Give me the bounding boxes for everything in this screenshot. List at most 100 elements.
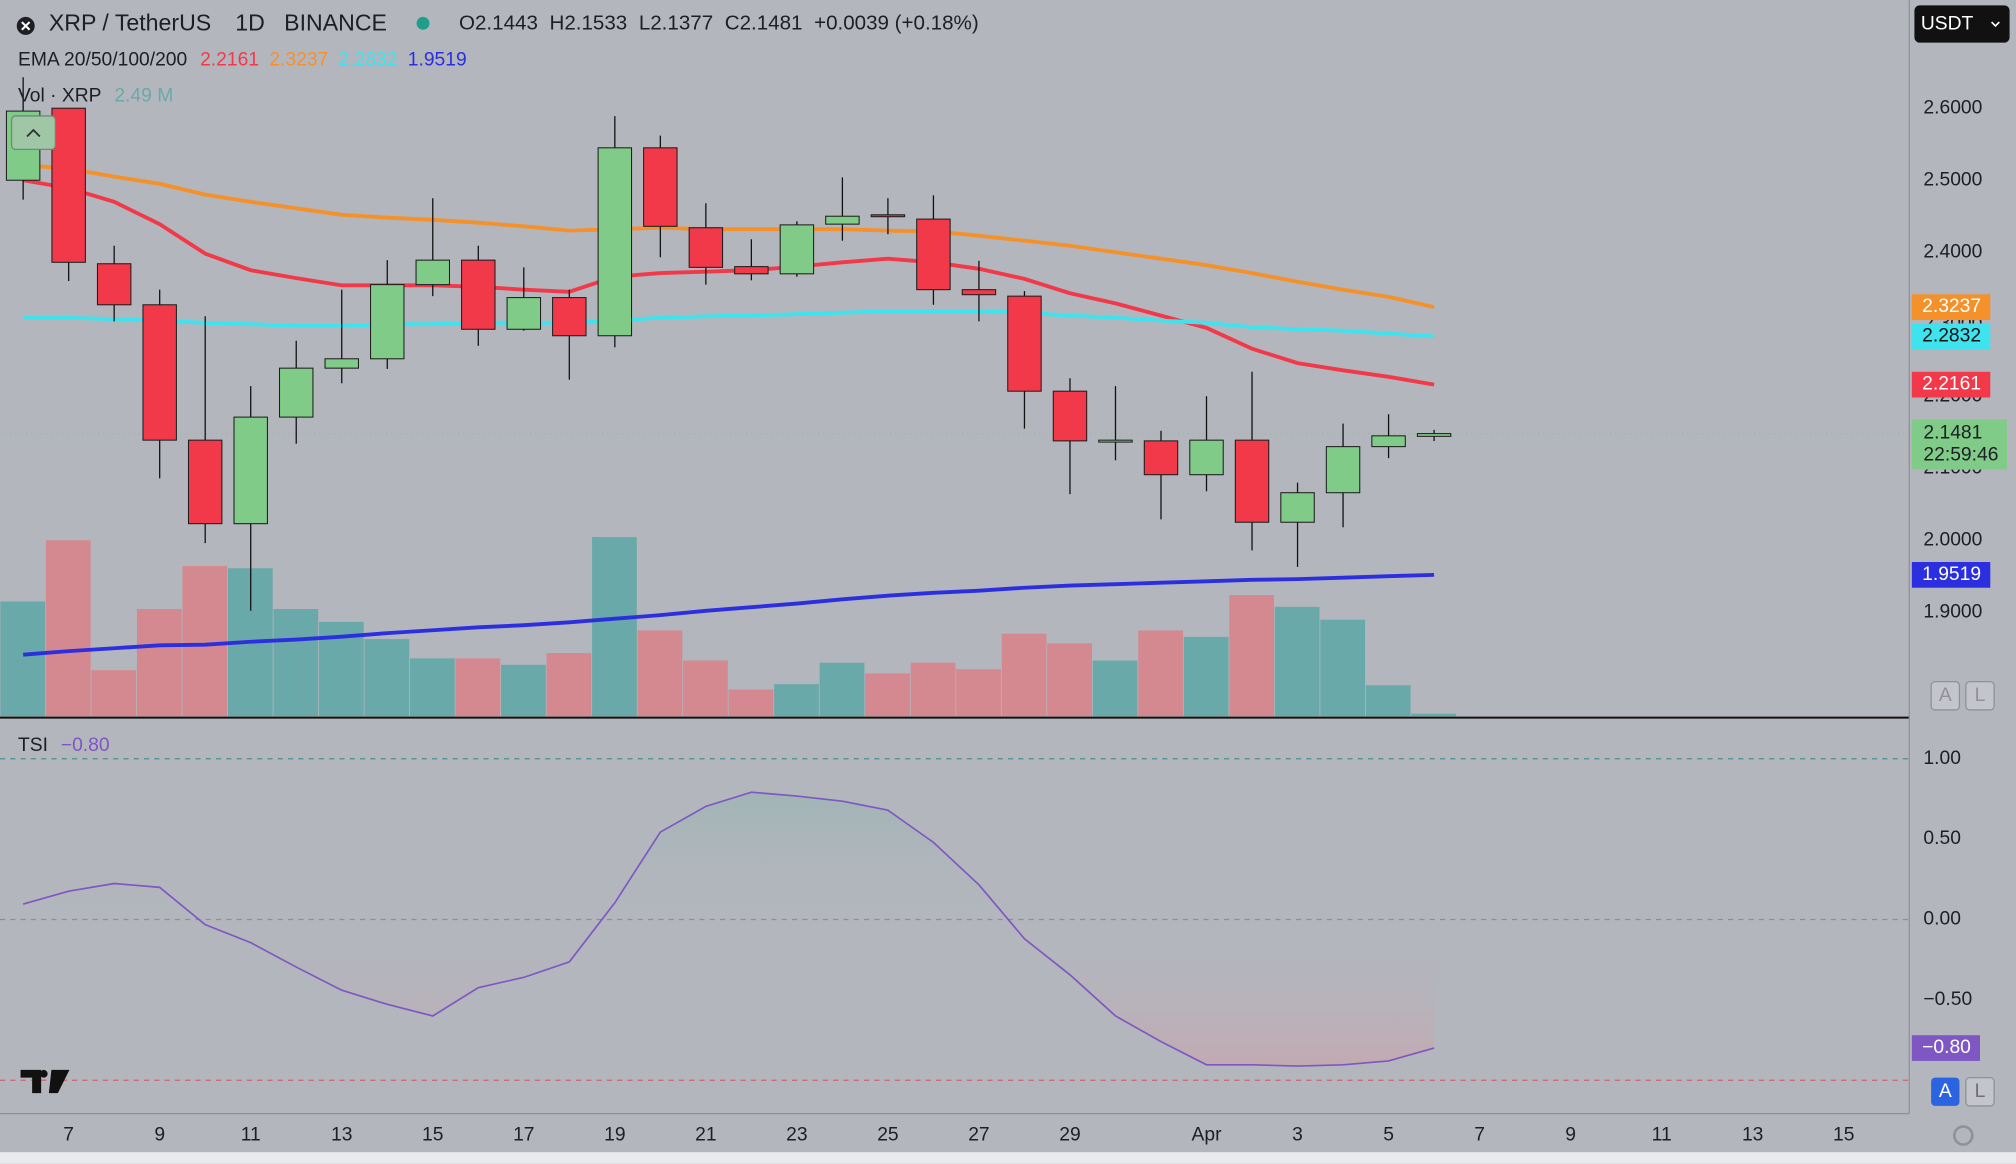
- ema-value: 2.2832: [339, 50, 398, 71]
- candle-body: [506, 297, 542, 330]
- log-scale-button[interactable]: [1965, 1077, 1995, 1107]
- auto-scale-button[interactable]: [1931, 1077, 1960, 1106]
- y-tick-label: 0.00: [1923, 909, 1960, 930]
- x-tick-label: 21: [695, 1125, 716, 1146]
- candle-body: [779, 224, 815, 275]
- candle-body: [370, 284, 405, 360]
- candle-body: [1007, 295, 1042, 392]
- candle-body: [870, 214, 906, 218]
- volume-bar: [728, 689, 774, 717]
- candle-body: [1052, 390, 1088, 442]
- ema-value: 2.2161: [200, 50, 259, 71]
- tsi-value: −0.80: [61, 735, 110, 756]
- auto-scale-button[interactable]: [1930, 681, 1961, 711]
- settings-icon[interactable]: [1953, 1125, 1974, 1146]
- logo[interactable]: [20, 1069, 70, 1094]
- y-tick-label: 2.5000: [1923, 169, 1982, 190]
- price-badge: [1911, 371, 1991, 398]
- price-badge-label: 2.3237: [1922, 296, 1981, 317]
- volume-name: Vol · XRP: [18, 86, 102, 107]
- y-tick-label: 0.50: [1923, 828, 1960, 849]
- status-dot: [416, 16, 430, 30]
- volume-bar: [91, 670, 137, 717]
- x-tick-label: 5: [1383, 1125, 1394, 1146]
- price-badge: [1911, 419, 2007, 470]
- ohlc-value: 2.1377: [650, 12, 713, 35]
- price-pane: [0, 77, 1910, 717]
- volume-bar: [592, 537, 637, 717]
- volume-bar: [1320, 619, 1366, 717]
- log-scale-label: L: [1975, 685, 1986, 706]
- ema-legend: EMA 20/50/100/200 2.2161 2.3237 2.2832 1.951…: [18, 50, 467, 71]
- volume-bar: [1229, 595, 1275, 717]
- candle-body: [688, 227, 724, 268]
- currency-button[interactable]: [1914, 5, 2010, 43]
- ema-value: 2.3237: [269, 50, 328, 71]
- axes: 7 9 11 13 15 17 19 21 23 25 27 29 Apr 3 5 7 9 11 13 15 2.600…: [63, 97, 2007, 1146]
- tsi-fill: [23, 792, 1435, 1067]
- collapse-button-bg[interactable]: [10, 115, 56, 151]
- candle-body: [1280, 492, 1315, 523]
- symbol: XRP / TetherUS: [49, 10, 211, 36]
- price-badge-label: 2.2161: [1922, 374, 1981, 395]
- candle-body: [1325, 446, 1361, 494]
- ema-title: EMA 20/50/100/200: [18, 50, 187, 71]
- volume-bar: [637, 630, 683, 717]
- volume-bar: [45, 540, 91, 717]
- bottom-strip: [0, 1152, 2016, 1164]
- candle-body: [233, 416, 268, 525]
- volume-bar: [1183, 636, 1229, 717]
- candle-body: [1234, 439, 1270, 523]
- volume-bar: [819, 662, 865, 717]
- ohlc-label: H: [549, 12, 564, 35]
- candle-body: [825, 215, 860, 225]
- x-tick-label: 13: [1742, 1125, 1763, 1146]
- x-tick-label: 25: [877, 1125, 898, 1146]
- x-tick-label: 17: [513, 1125, 534, 1146]
- x-tick-label: 3: [1292, 1125, 1303, 1146]
- tsi-badge-label: −0.80: [1922, 1037, 1971, 1058]
- y-tick-label: 2.6000: [1923, 97, 1982, 118]
- x-tick-label: 19: [604, 1125, 625, 1146]
- volume-bar: [1092, 660, 1138, 717]
- candle-body: [96, 263, 132, 306]
- x-tick-label: 7: [1474, 1125, 1485, 1146]
- tsi-title: TSI: [18, 735, 48, 756]
- log-scale-button[interactable]: [1965, 681, 1995, 711]
- volume-bar: [1001, 633, 1047, 717]
- change: +0.0039 (+0.18%): [814, 12, 979, 35]
- y-tick-label: 1.9000: [1923, 601, 1982, 622]
- volume-bar: [1274, 606, 1320, 717]
- x-tick-label: 23: [786, 1125, 807, 1146]
- volume-bar: [136, 609, 182, 717]
- auto-scale-label: A: [1939, 685, 1952, 706]
- candle-body: [142, 304, 177, 441]
- ohlc-label: L: [639, 12, 650, 35]
- candle-body: [324, 358, 359, 369]
- volume-bar: [546, 653, 592, 717]
- volume-bar: [865, 673, 910, 717]
- volume-bar: [1138, 630, 1183, 717]
- volume-bar: [273, 609, 319, 717]
- x-tick-label: 15: [422, 1125, 443, 1146]
- collapse-button[interactable]: [10, 115, 56, 151]
- log-scale-label: L: [1975, 1081, 1986, 1102]
- candle-body: [415, 259, 451, 286]
- tsi-line: [22, 791, 1435, 1067]
- candle-body: [461, 259, 496, 330]
- x-tick-label: 15: [1833, 1125, 1854, 1146]
- currency-caret: [1990, 21, 2000, 28]
- price-badge: [1911, 294, 1991, 321]
- volume-legend: Vol · XRP 2.49 M: [18, 86, 173, 107]
- candle-body: [278, 367, 314, 418]
- volume-bar: [0, 601, 46, 717]
- volume-bar: [455, 658, 501, 717]
- x-tick-label: 9: [154, 1125, 165, 1146]
- exchange: BINANCE: [284, 10, 387, 36]
- volume-bar: [910, 662, 956, 717]
- ema-line: [22, 163, 1435, 310]
- collapse-icon: [26, 128, 41, 138]
- tsi-legend: TSI −0.80: [18, 735, 110, 756]
- volume-bar: [1365, 685, 1411, 717]
- candle-body: [597, 147, 633, 337]
